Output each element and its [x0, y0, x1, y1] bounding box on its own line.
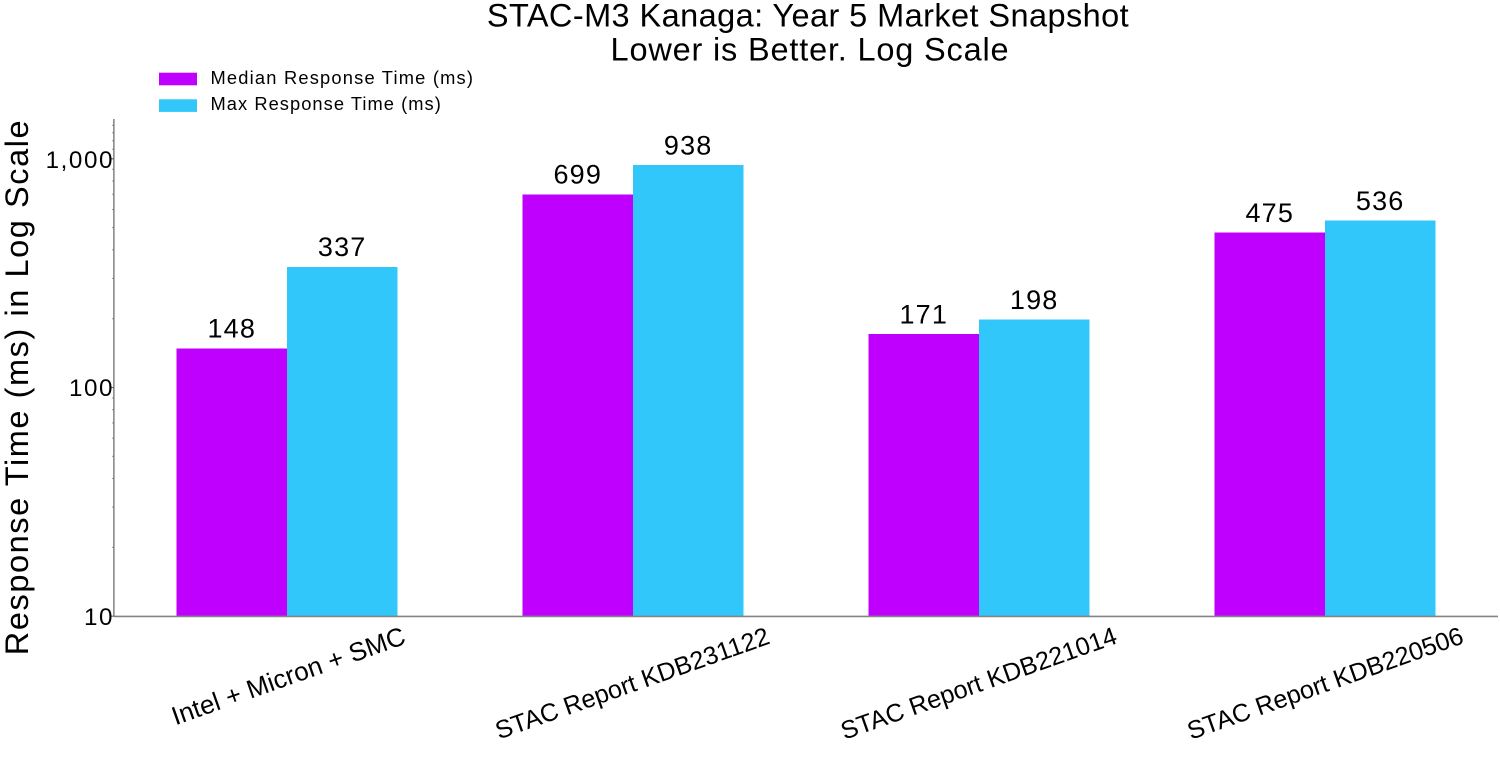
- svg-text:Response Time (ms) in Log Scal: Response Time (ms) in Log Scale: [0, 119, 35, 655]
- svg-text:938: 938: [664, 130, 713, 160]
- svg-text:Median Response Time (ms): Median Response Time (ms): [211, 67, 475, 88]
- svg-text:536: 536: [1356, 186, 1405, 216]
- svg-text:Lower is Better. Log Scale: Lower is Better. Log Scale: [611, 32, 1010, 68]
- svg-text:699: 699: [553, 160, 602, 190]
- svg-text:198: 198: [1010, 285, 1059, 315]
- svg-text:148: 148: [207, 314, 256, 344]
- svg-text:STAC-M3 Kanaga: Year 5 Market: STAC-M3 Kanaga: Year 5 Market Snapshot: [487, 0, 1129, 33]
- svg-text:Max Response Time (ms): Max Response Time (ms): [211, 93, 442, 114]
- svg-text:100: 100: [69, 375, 114, 402]
- svg-text:10: 10: [84, 604, 114, 631]
- svg-text:171: 171: [899, 299, 948, 329]
- svg-text:475: 475: [1245, 198, 1294, 228]
- svg-text:337: 337: [318, 232, 367, 262]
- svg-text:1,000: 1,000: [46, 147, 115, 174]
